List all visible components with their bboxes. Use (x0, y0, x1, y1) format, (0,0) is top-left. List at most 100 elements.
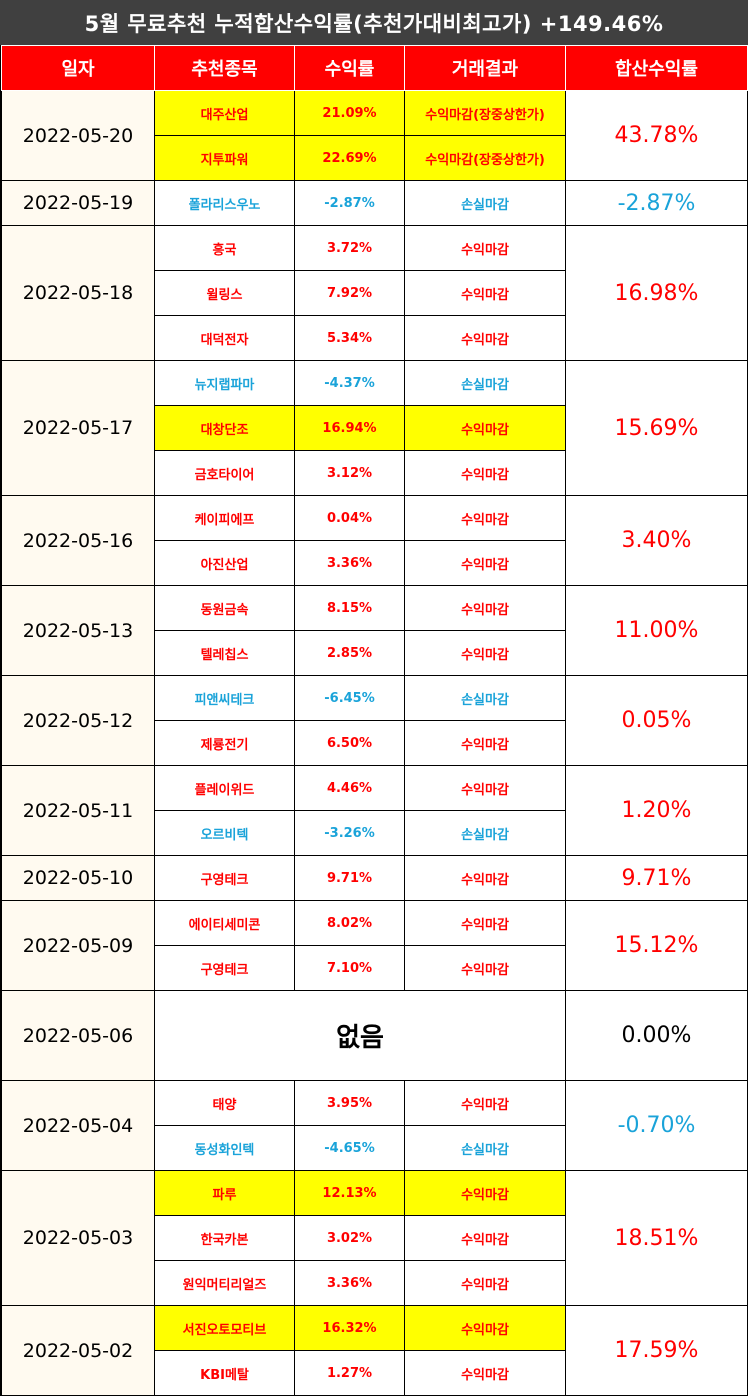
date-cell: 2022-05-11 (1, 765, 155, 856)
table-row: 대창단조 16.94% 수익마감 (2, 405, 748, 451)
page-title: 5월 무료추천 누적합산수익률(추천가대비최고가) +149.46% (0, 0, 748, 45)
stock-name-cell: 윌링스 (154, 270, 295, 316)
trade-result-cell: 수익마감 (404, 540, 566, 586)
date-cell: 2022-05-16 (1, 495, 155, 586)
trade-result-cell: 수익마감 (404, 270, 566, 316)
return-cell: 8.02% (294, 900, 405, 946)
stock-name-cell: 파루 (154, 1170, 295, 1216)
return-cell: 16.94% (294, 405, 405, 451)
return-cell: 3.02% (294, 1215, 405, 1261)
date-cell: 2022-05-13 (1, 585, 155, 676)
date-cell: 2022-05-10 (1, 855, 155, 901)
trade-result-cell: 수익마감 (404, 315, 566, 361)
total-return-cell: 18.51% (565, 1170, 748, 1306)
header-row: 일자 추천종목 수익률 거래결과 합산수익률 (1, 45, 748, 91)
return-cell: -3.26% (294, 810, 405, 856)
total-return-cell: -0.70% (565, 1080, 748, 1171)
return-cell: 7.92% (294, 270, 405, 316)
table-row: 2022-05-03 파루 12.13% 수익마감 18.51% (1, 1170, 748, 1306)
trade-result-cell: 수익마감 (404, 585, 566, 631)
trade-result-cell: 손실마감 (404, 1125, 566, 1171)
header-stock: 추천종목 (154, 45, 295, 91)
table-row: 아진산업 3.36% 수익마감 (2, 540, 748, 586)
stock-name-cell: 동원금속 (154, 585, 295, 631)
total-return-cell: -2.87% (565, 180, 748, 226)
return-cell: 4.46% (294, 765, 405, 811)
stock-name-cell: 뉴지랩파마 (154, 360, 295, 406)
stock-name-cell: 원익머티리얼즈 (154, 1260, 295, 1306)
stock-name-cell: 제룡전기 (154, 720, 295, 766)
trade-result-cell: 손실마감 (404, 360, 566, 406)
no-recommendation-cell: 없음 (154, 990, 566, 1081)
trade-result-cell: 수익마감 (404, 1080, 566, 1126)
results-table: 일자 추천종목 수익률 거래결과 합산수익률 2022-05-20 대주산업 21.… (1, 45, 748, 1396)
return-cell: 8.15% (294, 585, 405, 631)
trade-result-cell: 수익마감 (404, 900, 566, 946)
date-cell: 2022-05-02 (1, 1305, 155, 1396)
total-return-cell: 3.40% (565, 495, 748, 586)
return-cell: 21.09% (294, 90, 405, 136)
table-row: 텔레칩스 2.85% 수익마감 (2, 630, 748, 676)
trade-result-cell: 수익마감 (404, 405, 566, 451)
total-return-cell: 17.59% (565, 1305, 748, 1396)
table-row: 2022-05-10 구영테크 9.71% 수익마감 9.71% (1, 855, 748, 901)
stock-name-cell: 동성화인텍 (154, 1125, 295, 1171)
trade-result-cell: 수익마감 (404, 1350, 566, 1396)
table-row: 2022-05-04 태양 3.95% 수익마감 -0.70% (1, 1080, 748, 1171)
trade-result-cell: 수익마감 (404, 630, 566, 676)
table-row: 금호타이어 3.12% 수익마감 (2, 450, 748, 496)
trade-result-cell: 수익마감(장중상한가) (404, 90, 566, 136)
table-body: 2022-05-20 대주산업 21.09% 수익마감(장중상한가) 43.78% 지투파… (1, 90, 748, 1396)
trade-result-cell: 수익마감 (404, 855, 566, 901)
return-cell: 3.36% (294, 540, 405, 586)
return-cell: 0.04% (294, 495, 405, 541)
total-return-cell: 43.78% (565, 90, 748, 181)
stock-name-cell: 흥국 (154, 225, 295, 271)
stock-name-cell: 한국카본 (154, 1215, 295, 1261)
stock-name-cell: 서진오토모티브 (154, 1305, 295, 1351)
stock-name-cell: 지투파워 (154, 135, 295, 181)
stock-name-cell: 금호타이어 (154, 450, 295, 496)
total-return-cell: 1.20% (565, 765, 748, 856)
table-row: 제룡전기 6.50% 수익마감 (2, 720, 748, 766)
stock-name-cell: KBI메탈 (154, 1350, 295, 1396)
table-row: 2022-05-13 동원금속 8.15% 수익마감 11.00% (1, 585, 748, 676)
header-total: 합산수익률 (565, 45, 748, 91)
stock-name-cell: 태양 (154, 1080, 295, 1126)
return-cell: 7.10% (294, 945, 405, 991)
trade-result-cell: 수익마감 (404, 720, 566, 766)
stock-name-cell: 텔레칩스 (154, 630, 295, 676)
total-return-cell: 11.00% (565, 585, 748, 676)
header-date: 일자 (1, 45, 155, 91)
total-return-cell: 0.05% (565, 675, 748, 766)
table-row: 윌링스 7.92% 수익마감 (2, 270, 748, 316)
date-cell: 2022-05-09 (1, 900, 155, 991)
total-return-cell: 16.98% (565, 225, 748, 361)
trade-result-cell: 수익마감 (404, 1305, 566, 1351)
table-row: 2022-05-11 플레이위드 4.46% 수익마감 1.20% (1, 765, 748, 856)
stock-name-cell: 오르비텍 (154, 810, 295, 856)
table-row: 구영테크 7.10% 수익마감 (2, 945, 748, 991)
return-cell: 9.71% (294, 855, 405, 901)
table-row: 2022-05-19 폴라리스우노 -2.87% 손실마감 -2.87% (1, 180, 748, 226)
stock-name-cell: 대덕전자 (154, 315, 295, 361)
trade-result-cell: 수익마감 (404, 945, 566, 991)
trade-result-cell: 수익마감 (404, 1170, 566, 1216)
stock-name-cell: 에이티세미콘 (154, 900, 295, 946)
date-cell: 2022-05-04 (1, 1080, 155, 1171)
trade-result-cell: 수익마감 (404, 1215, 566, 1261)
trade-result-cell: 손실마감 (404, 810, 566, 856)
trade-result-cell: 수익마감(장중상한가) (404, 135, 566, 181)
stock-name-cell: 구영테크 (154, 855, 295, 901)
return-cell: 3.95% (294, 1080, 405, 1126)
table-row: 2022-05-09 에이티세미콘 8.02% 수익마감 15.12% (1, 900, 748, 991)
table-row: KBI메탈 1.27% 수익마감 (2, 1350, 748, 1396)
return-cell: 1.27% (294, 1350, 405, 1396)
stock-name-cell: 구영테크 (154, 945, 295, 991)
date-cell: 2022-05-17 (1, 360, 155, 496)
stock-name-cell: 대창단조 (154, 405, 295, 451)
table-row: 2022-05-12 피앤씨테크 -6.45% 손실마감 0.05% (1, 675, 748, 766)
return-cell: 6.50% (294, 720, 405, 766)
total-return-cell: 0.00% (565, 990, 748, 1081)
